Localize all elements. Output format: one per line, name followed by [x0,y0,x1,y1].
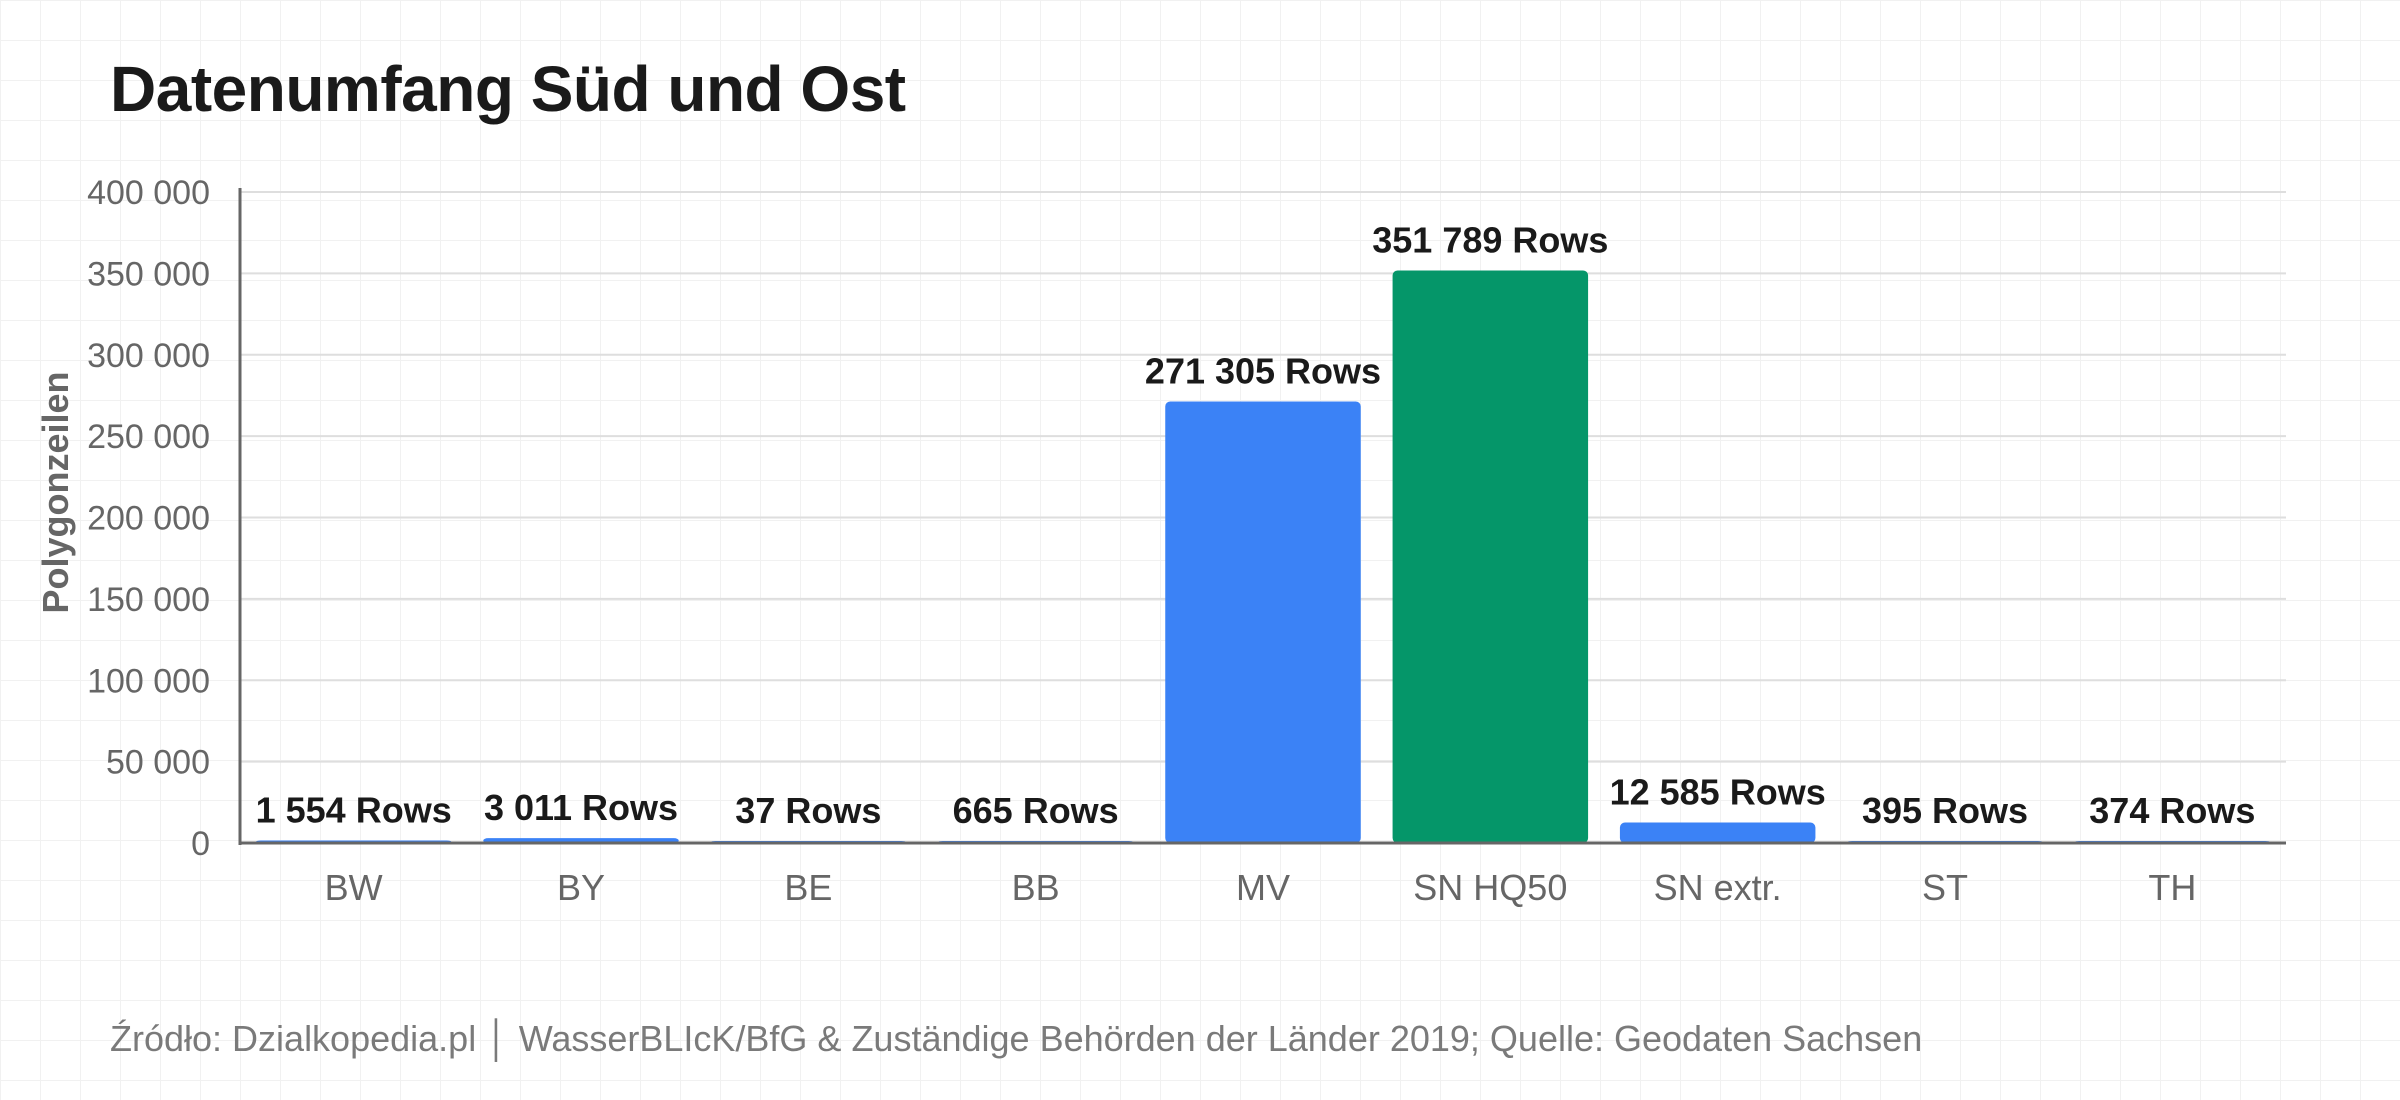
data-label: 12 585 Rows [1610,772,1826,813]
x-tick-label: BW [325,867,383,908]
y-tick-label: 400 000 [87,174,210,212]
x-tick-label: BB [1012,867,1060,908]
data-label: 3 011 Rows [484,787,678,828]
x-tick-label: BE [784,867,832,908]
y-tick-label: 250 000 [87,418,210,456]
bar [1392,270,1589,844]
x-tick-label: MV [1236,867,1290,908]
x-tick-label: BY [557,867,605,908]
data-label: 1 554 Rows [256,789,452,830]
data-label: 351 789 Rows [1372,219,1608,260]
x-tick-label: SN extr. [1654,867,1782,908]
y-tick-label: 0 [191,825,210,863]
data-label: 271 305 Rows [1145,350,1381,391]
data-label: 374 Rows [2089,790,2255,831]
data-label: 665 Rows [953,790,1119,831]
x-tick-label: ST [1922,867,1968,908]
x-tick-label: TH [2148,867,2196,908]
chart-source: Źródło: Dzialkopedia.pl │ WasserBLIcK/Bf… [110,1018,1923,1059]
data-label: 37 Rows [735,790,881,831]
x-tick-label: SN HQ50 [1413,867,1567,908]
y-axis-title: Polygonzeilen [35,371,76,613]
bar [1619,822,1816,843]
y-tick-label: 150 000 [87,581,210,619]
y-tick-label: 200 000 [87,500,210,538]
bar [1165,401,1361,843]
y-tick-label: 300 000 [87,337,210,375]
y-tick-label: 350 000 [87,255,210,293]
data-label: 395 Rows [1862,790,2028,831]
y-tick-label: 50 000 [106,744,210,782]
chart-title: Datenumfang Süd und Ost [110,53,906,125]
y-tick-label: 100 000 [87,662,210,700]
